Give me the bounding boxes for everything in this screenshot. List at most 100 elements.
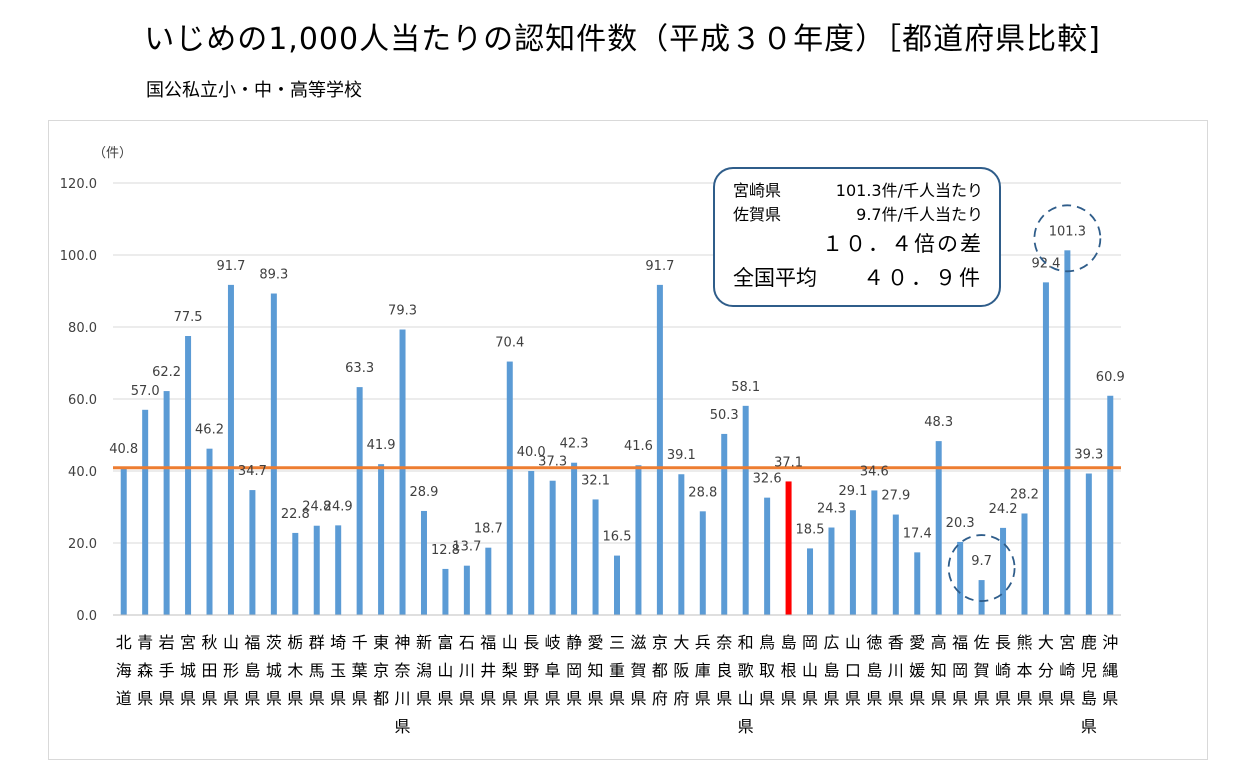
data-label: 17.4 — [903, 526, 932, 541]
x-tick-label: 沖縄県 — [1102, 633, 1118, 708]
page-title: いじめの1,000人当たりの認知件数（平成３０年度）［都道府県比較] — [144, 22, 1101, 57]
x-tick-label: 京都府 — [652, 633, 668, 708]
data-label: 20.3 — [946, 516, 975, 531]
bar-10 — [313, 525, 320, 615]
data-label: 58.1 — [731, 380, 760, 395]
bar-12 — [356, 387, 363, 615]
bar-31 — [764, 497, 771, 615]
ratio-text: １０．４倍の差 — [822, 232, 983, 256]
data-label: 27.9 — [881, 489, 910, 504]
data-label: 39.1 — [667, 448, 696, 463]
x-tick-label: 群馬県 — [309, 633, 325, 708]
bar-14 — [399, 329, 406, 615]
y-axis-unit: （件） — [93, 146, 132, 161]
data-label: 40.8 — [109, 442, 138, 457]
x-tick-label: 富山県 — [437, 633, 453, 708]
x-tick-label: 三重県 — [609, 633, 625, 708]
bar-37 — [892, 514, 899, 615]
bar-9 — [292, 532, 299, 615]
bar-40 — [957, 541, 964, 615]
data-label: 18.7 — [474, 522, 503, 537]
x-tick-label: 大分県 — [1038, 633, 1054, 708]
bar-15 — [420, 510, 427, 615]
x-tick-label: 岩手県 — [159, 633, 175, 708]
data-label: 39.3 — [1074, 448, 1103, 463]
bar-29 — [721, 433, 728, 615]
bar-4 — [185, 336, 192, 615]
x-tick-label: 栃木県 — [287, 633, 303, 708]
bar-26 — [656, 284, 663, 615]
x-tick-label: 大阪府 — [673, 633, 689, 708]
bar-6 — [227, 284, 234, 615]
x-tick-label: 岡山県 — [802, 633, 818, 708]
bar-28 — [699, 511, 706, 615]
y-tick-label: 0.0 — [76, 609, 97, 624]
x-tick-label: 熊本県 — [1016, 633, 1032, 708]
x-tick-label: 高知県 — [931, 633, 947, 708]
bar-7 — [249, 490, 256, 615]
bar-43 — [1021, 513, 1028, 615]
bar-30 — [742, 405, 749, 615]
bar-32 — [785, 481, 792, 615]
x-tick-label: 愛知県 — [588, 633, 604, 708]
x-tick-label: 宮城県 — [180, 633, 196, 708]
bar-45 — [1064, 250, 1071, 615]
bar-41 — [978, 580, 985, 615]
bar-2 — [142, 409, 149, 615]
x-tick-label: 徳島県 — [866, 633, 882, 708]
data-label: 29.1 — [838, 484, 867, 499]
bar-36 — [871, 490, 878, 615]
x-tick-label: 山梨県 — [502, 633, 518, 708]
x-tick-label: 福井県 — [480, 633, 496, 708]
bar-18 — [485, 547, 492, 615]
bar-11 — [335, 525, 342, 615]
data-label: 79.3 — [388, 304, 417, 319]
data-label: 60.9 — [1096, 370, 1125, 385]
data-label: 77.5 — [174, 310, 203, 325]
bar-23 — [592, 499, 599, 615]
bar-44 — [1042, 282, 1049, 615]
x-tick-label: 香川県 — [888, 633, 904, 708]
data-label: 12.8 — [431, 543, 460, 558]
x-tick-label: 愛媛県 — [909, 633, 925, 708]
data-label: 70.4 — [495, 336, 524, 351]
max-pref-label: 宮崎県 — [733, 181, 782, 200]
data-label: 37.1 — [774, 455, 803, 470]
x-tick-label: 島根県 — [781, 633, 797, 708]
bar-20 — [528, 471, 535, 615]
x-tick-label: 埼玉県 — [330, 633, 346, 708]
bar-46 — [1085, 473, 1092, 615]
x-tick-label: 岐阜県 — [545, 633, 561, 708]
bar-17 — [463, 565, 470, 615]
data-label: 40.0 — [517, 445, 546, 460]
x-tick-label: 佐賀県 — [974, 633, 990, 708]
data-label: 24.2 — [989, 502, 1018, 517]
x-tick-label: 新潟県 — [416, 633, 432, 708]
bar-21 — [549, 480, 556, 615]
x-tick-label: 石川県 — [459, 633, 475, 708]
highlight-circle — [1033, 204, 1102, 273]
x-tick-label: 青森県 — [137, 633, 153, 708]
bar-42 — [1000, 527, 1007, 615]
data-label: 41.6 — [624, 439, 653, 454]
x-tick-label: 東京都 — [373, 633, 389, 708]
data-label: 32.6 — [753, 472, 782, 487]
x-tick-label: 奈良県 — [716, 633, 732, 708]
y-tick-label: 40.0 — [68, 465, 97, 480]
min-pref-label: 佐賀県 — [733, 205, 782, 224]
data-label: 57.0 — [131, 384, 160, 399]
x-tick-label: 長崎県 — [995, 633, 1011, 708]
data-label: 24.3 — [817, 502, 846, 517]
x-tick-label: 秋田県 — [202, 633, 218, 708]
y-tick-label: 120.0 — [60, 177, 97, 192]
summary-box: 宮崎県 101.3件/千人当たり 佐賀県 9.7件/千人当たり １０．４倍の差 … — [713, 167, 1001, 307]
y-tick-label: 20.0 — [68, 537, 97, 552]
x-tick-label: 山形県 — [223, 633, 239, 708]
min-pref-value: 9.7件/千人当たり — [856, 205, 983, 224]
data-label: 48.3 — [924, 415, 953, 430]
x-tick-label: 長野県 — [523, 633, 539, 708]
highlight-circle — [947, 534, 1016, 602]
data-label: 24.9 — [324, 499, 353, 514]
x-tick-label: 和歌山県 — [738, 633, 754, 736]
